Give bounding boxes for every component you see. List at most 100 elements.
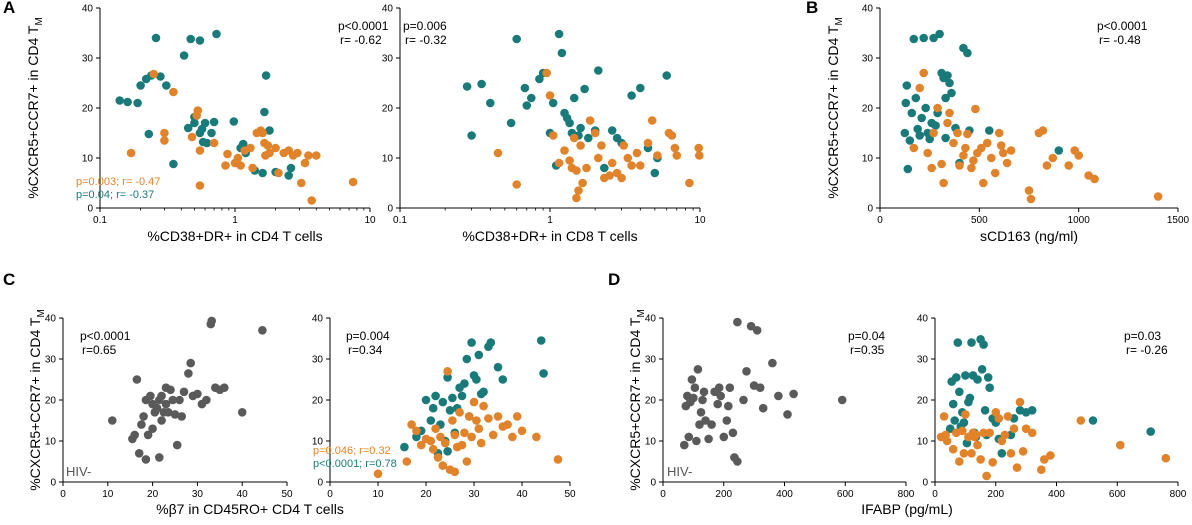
data-point-hiv-neg: [132, 375, 142, 384]
data-point-orange: [160, 136, 169, 145]
y-tick-label: 10: [82, 154, 94, 165]
data-point-orange: [472, 416, 481, 425]
panel-label-c: C: [3, 270, 15, 289]
data-point-teal: [945, 424, 955, 434]
data-point-orange: [1003, 412, 1013, 421]
data-point-orange: [1064, 161, 1073, 170]
data-point-teal: [607, 126, 617, 135]
group-label: HIV-: [66, 464, 91, 479]
data-point-teal: [952, 373, 961, 382]
data-point-teal: [286, 163, 296, 173]
data-point-orange: [969, 156, 978, 165]
data-point-hiv-neg: [152, 403, 162, 413]
data-point-orange: [998, 148, 1008, 158]
data-point-teal: [400, 442, 409, 452]
data-point-teal: [457, 391, 467, 401]
data-point-hiv-neg: [689, 393, 698, 403]
data-point-orange: [1037, 465, 1046, 475]
data-point-orange: [348, 177, 358, 187]
data-point-orange: [578, 178, 587, 188]
data-point-orange: [223, 149, 232, 159]
data-point-orange: [979, 428, 988, 438]
y-tick-label: 30: [862, 54, 874, 65]
data-point-teal: [901, 98, 911, 108]
stat-annotation: r= -0.32: [405, 33, 447, 47]
data-point-teal: [133, 98, 142, 108]
data-point-orange: [572, 193, 581, 203]
data-point-hiv-neg: [725, 383, 735, 393]
data-point-orange: [959, 151, 968, 160]
data-point-teal: [900, 128, 910, 138]
data-point-hiv-neg: [707, 420, 716, 429]
data-point-orange: [149, 69, 158, 79]
data-point-teal: [136, 81, 145, 90]
data-point-hiv-neg: [137, 420, 146, 429]
data-point-hiv-neg: [172, 440, 182, 450]
data-point-orange: [1026, 194, 1036, 204]
data-point-teal: [522, 101, 532, 110]
data-point-teal: [536, 336, 546, 345]
x-tick-label: 800: [1170, 489, 1187, 500]
data-point-hiv-neg: [680, 440, 689, 450]
y-tick-label: 30: [82, 54, 94, 65]
data-point-teal: [600, 163, 609, 173]
y-tick-label: 40: [312, 314, 324, 325]
data-point-orange: [1090, 174, 1099, 184]
y-tick-label: 0: [650, 478, 656, 489]
data-point-hiv-neg: [733, 317, 742, 327]
stat-annotation: r= -0.48: [1099, 33, 1141, 47]
data-point-orange: [126, 148, 136, 158]
data-point-orange: [1021, 424, 1031, 434]
data-point-orange: [542, 68, 551, 78]
y-tick-label: 40: [645, 314, 657, 325]
data-point-orange: [457, 440, 467, 450]
data-point-orange: [582, 163, 591, 173]
data-point-teal: [983, 373, 993, 382]
data-point-teal: [462, 354, 472, 364]
data-point-orange: [939, 178, 948, 188]
data-point-orange: [297, 178, 306, 188]
data-point-orange: [672, 151, 682, 160]
data-point-teal: [953, 338, 963, 347]
data-point-teal: [979, 340, 988, 349]
y-tick-label: 10: [45, 437, 57, 448]
data-point-orange: [460, 428, 469, 438]
data-point-orange: [915, 83, 924, 93]
y-axis-label-main: %CXCR5+CCR7+ in CD4 T: [627, 317, 643, 491]
data-point-orange: [246, 143, 255, 153]
x-tick-label: 0: [660, 489, 666, 500]
data-point-teal: [229, 117, 239, 126]
data-point-orange: [569, 133, 579, 143]
stat-annotation: p=0.004: [346, 329, 390, 343]
data-point-teal: [162, 81, 171, 90]
data-point-teal: [941, 133, 950, 143]
data-point-teal: [426, 416, 436, 425]
data-point-orange: [554, 158, 564, 168]
data-point-teal: [209, 117, 219, 127]
x-tick-label: 600: [837, 489, 854, 500]
data-point-hiv-neg: [752, 326, 762, 335]
x-axis-label: sCD163 (ng/ml): [980, 228, 1078, 244]
data-point-hiv-neg: [157, 391, 166, 401]
data-point-hiv-neg: [742, 367, 751, 376]
legend-stat-teal: p=0.04; r= -0.37: [76, 189, 154, 201]
data-point-orange: [1116, 440, 1125, 450]
stat-annotation: r=0.35: [850, 343, 885, 357]
y-tick-label: 20: [645, 396, 657, 407]
x-tick-label: 1000: [1068, 215, 1091, 226]
data-point-teal: [947, 88, 956, 98]
data-point-teal: [902, 81, 912, 90]
data-point-orange: [653, 151, 662, 160]
group-label: HIV-: [667, 464, 692, 479]
data-point-hiv-neg: [134, 449, 144, 458]
x-tick-label: 20: [420, 489, 432, 500]
y-tick-label: 10: [917, 437, 929, 448]
data-point-orange: [304, 151, 313, 160]
y-tick-label: 10: [382, 154, 394, 165]
data-point-orange: [450, 467, 460, 477]
data-point-orange: [469, 397, 479, 407]
data-point-orange: [512, 180, 521, 189]
data-point-orange: [265, 148, 274, 158]
data-point-teal: [1054, 146, 1064, 155]
